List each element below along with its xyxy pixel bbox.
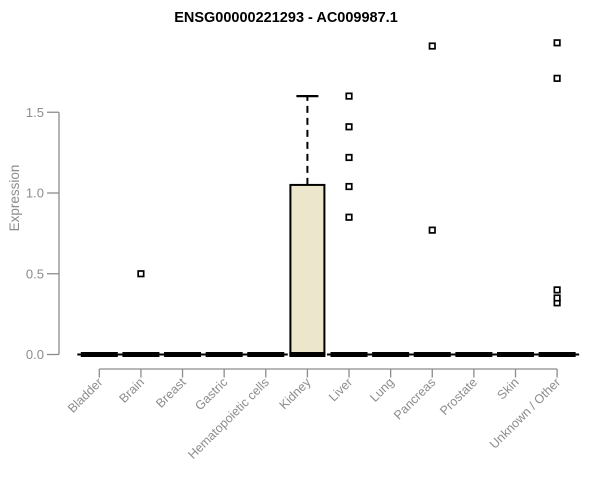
median-bar (538, 352, 576, 357)
plot-area: 0.0 0.5 1.0 1.5 Bladder Brain Breast GastricHem… (26, 39, 580, 462)
boxplot-brain (118, 270, 163, 357)
median-bar (122, 352, 160, 357)
y-axis-label: Expression (7, 165, 22, 232)
outlier-point (345, 92, 353, 100)
y-tick-label: 1.0 (26, 186, 44, 201)
boxplot-hematopoietic-cells (243, 352, 288, 357)
median-bar (372, 352, 410, 357)
y-tick-label: 0.0 (26, 347, 44, 362)
median-bar (205, 352, 243, 357)
category-label-unknown-other: Unknown / Other (487, 375, 563, 451)
outlier-point (345, 123, 353, 131)
category-label-gastric: Gastric (192, 375, 230, 413)
median-bar (80, 352, 118, 357)
category-label-pancreas: Pancreas (391, 375, 438, 422)
median-bar (164, 352, 202, 357)
median-bar (247, 352, 285, 357)
boxplot-gastric (202, 352, 247, 357)
outlier-point (428, 42, 436, 50)
chart-title: ENSG00000221293 - AC009987.1 (174, 10, 398, 26)
median-bar (330, 352, 368, 357)
box-rect (289, 183, 326, 356)
boxplot-pancreas (410, 42, 455, 357)
category-label-kidney: Kidney (277, 375, 314, 412)
category-label-breast: Breast (153, 375, 189, 411)
category-label-prostate: Prostate (437, 375, 480, 418)
outlier-point (553, 286, 561, 294)
boxplot-liver (327, 92, 372, 357)
category-label-brain: Brain (117, 375, 148, 406)
category-label-lung: Lung (367, 375, 397, 405)
category-label-liver: Liver (326, 375, 355, 404)
boxplot-unknown-other (535, 39, 580, 357)
outlier-point (345, 153, 353, 162)
category-label-bladder: Bladder (65, 375, 105, 415)
category-label-hematopoietic-cells: Hematopoietic cells (185, 375, 272, 462)
outlier-point (137, 270, 145, 278)
category-label-skin: Skin (495, 375, 522, 402)
outlier-point (345, 213, 353, 221)
median-bar (455, 352, 493, 357)
boxplot-kidney (289, 94, 326, 357)
outlier-point (553, 74, 561, 82)
median-line (289, 352, 326, 357)
boxplot-skin (493, 352, 538, 357)
boxplot-breast (160, 352, 205, 357)
outlier-point (553, 294, 561, 302)
outlier-point (345, 182, 353, 191)
boxplot-prostate (451, 352, 496, 357)
outlier-point (428, 226, 436, 234)
boxplot-lung (368, 352, 413, 357)
boxplot-bladder (77, 352, 122, 357)
y-tick-label: 1.5 (26, 105, 44, 120)
y-tick-label: 0.5 (26, 266, 44, 281)
median-bar (497, 352, 534, 357)
outlier-point (553, 39, 561, 47)
median-bar (413, 352, 451, 357)
